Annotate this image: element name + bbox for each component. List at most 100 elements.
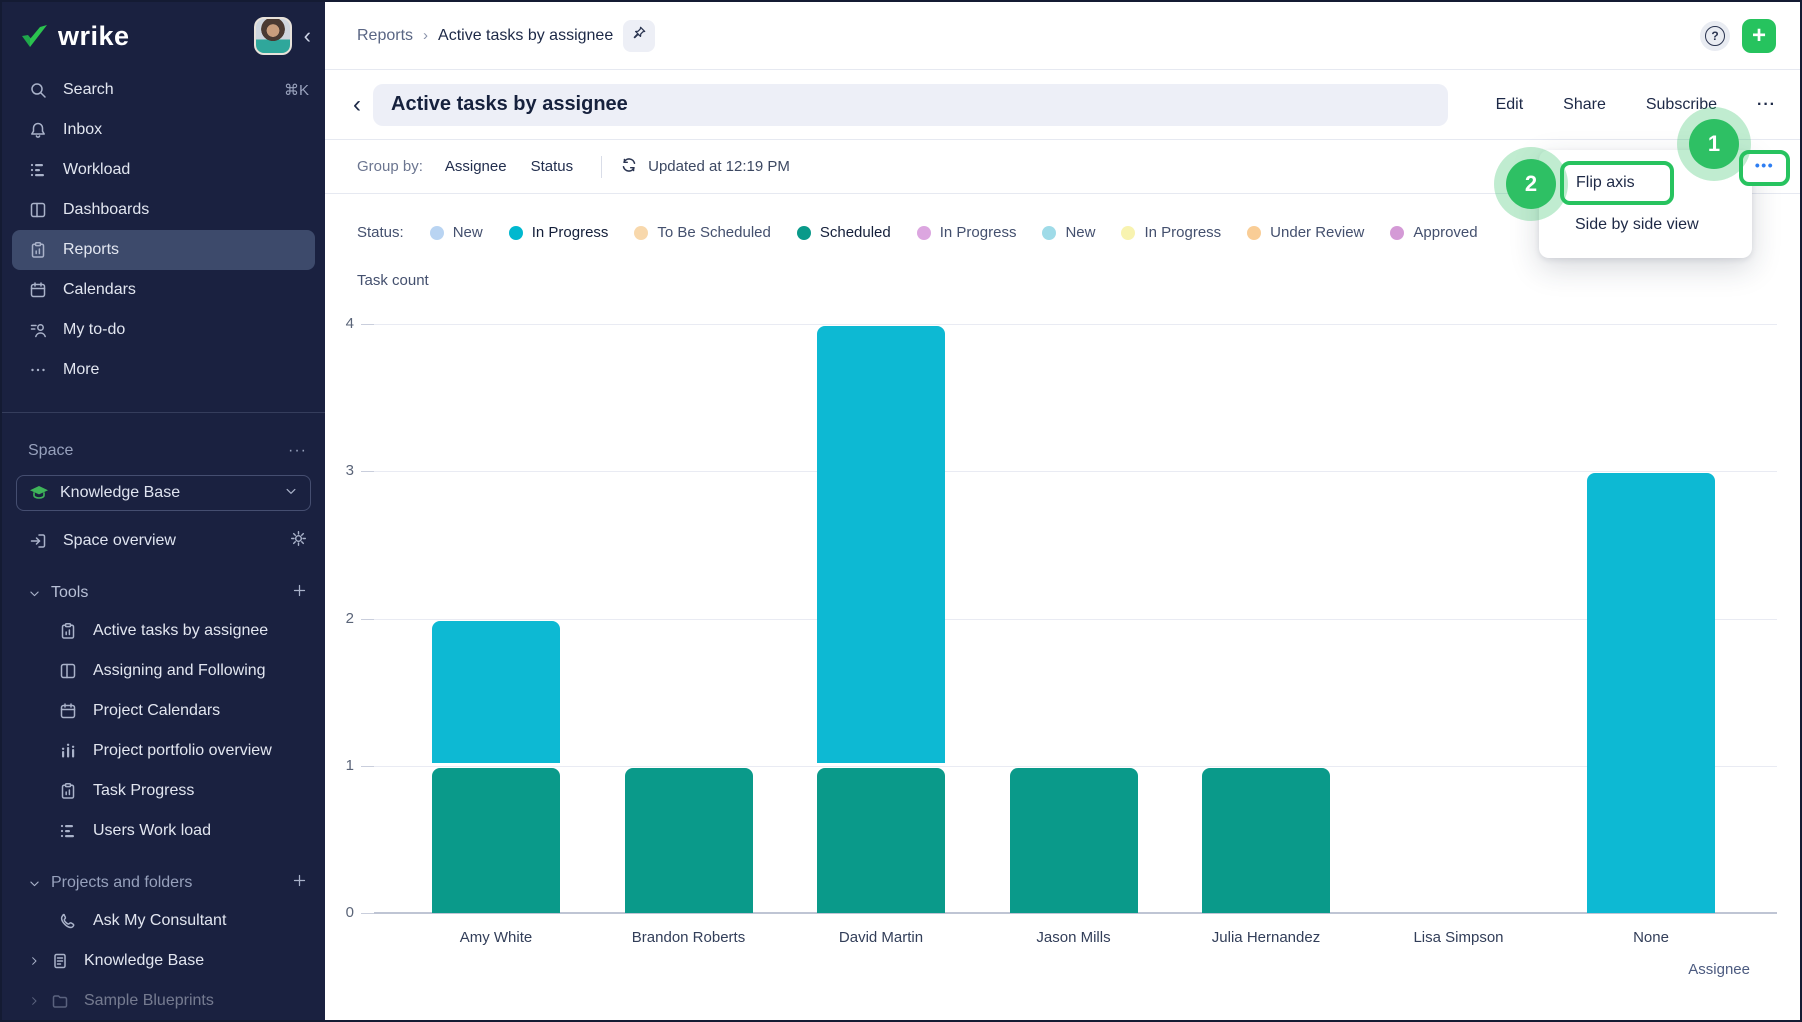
legend-item[interactable]: New	[429, 224, 483, 241]
sidebar-item-inbox[interactable]: Inbox	[2, 110, 325, 150]
sidebar-item-users-work-load[interactable]: Users Work load	[2, 811, 325, 851]
y-tick-label: 4	[345, 315, 354, 332]
group-by-assignee[interactable]: Assignee	[444, 158, 507, 175]
calendar-icon	[58, 702, 78, 720]
sidebar: wrike ‹ Search ⌘K Inbox Workload Dashboa…	[2, 2, 325, 1020]
bar-segment[interactable]	[1587, 473, 1715, 913]
bar-segment[interactable]	[817, 767, 945, 913]
legend-dot	[634, 225, 649, 240]
portfolio-chart-icon	[58, 742, 78, 760]
legend-item[interactable]: Approved	[1390, 224, 1478, 241]
projects-section-header[interactable]: Projects and folders	[2, 865, 325, 901]
sidebar-item-active-tasks-by-assignee[interactable]: Active tasks by assignee	[2, 611, 325, 651]
bar-segment[interactable]	[1009, 767, 1138, 913]
create-new-button[interactable]: +	[1742, 18, 1776, 53]
legend-dot	[1390, 225, 1405, 240]
legend-item[interactable]: New	[1042, 224, 1095, 241]
add-tool-icon[interactable]	[292, 583, 307, 603]
chevron-down-icon	[284, 484, 298, 503]
report-actions: Edit Share Subscribe ···	[1496, 96, 1776, 114]
legend-item[interactable]: Scheduled	[796, 224, 891, 241]
more-dots-icon: •••	[1754, 157, 1775, 173]
gridline	[374, 324, 1777, 325]
tools-section-header[interactable]: Tools	[2, 575, 325, 611]
sidebar-item-search[interactable]: Search ⌘K	[2, 70, 325, 110]
bar-segment[interactable]	[817, 326, 945, 763]
sidebar-item-knowledge-base-folder[interactable]: Knowledge Base	[2, 941, 325, 981]
status-legend: Status: New In Progress To Be Scheduled Sch…	[357, 224, 1478, 241]
gridline	[374, 471, 1777, 473]
legend-dot	[1121, 225, 1136, 240]
updated-timestamp: Updated at 12:19 PM	[648, 158, 790, 175]
refresh-icon[interactable]	[620, 156, 638, 178]
dashboard-icon	[28, 201, 48, 219]
back-chevron-icon[interactable]: ‹	[353, 90, 361, 118]
legend-items: New In Progress To Be Scheduled Scheduled In…	[429, 224, 1478, 241]
sidebar-item-project-portfolio-overview[interactable]: Project portfolio overview	[2, 731, 325, 771]
sidebar-item-task-progress[interactable]: Task Progress	[2, 771, 325, 811]
question-icon: ?	[1705, 25, 1725, 46]
subscribe-button[interactable]: Subscribe	[1645, 95, 1718, 113]
legend-item-label: To Be Scheduled	[657, 224, 771, 241]
chart-plot-area: 0 1 2 3 4 Amy White Brandon Roberts David Marti…	[346, 315, 1777, 946]
legend-dot	[916, 225, 931, 240]
share-button[interactable]: Share	[1563, 95, 1606, 113]
legend-item[interactable]: In Progress	[508, 224, 608, 241]
sidebar-item-dashboards[interactable]: Dashboards	[2, 190, 325, 230]
breadcrumb-bar: Reports › Active tasks by assignee ? +	[325, 2, 1800, 70]
bar-segment[interactable]	[432, 767, 560, 913]
phone-icon	[58, 912, 78, 930]
sidebar-item-ask-my-consultant[interactable]: Ask My Consultant	[2, 901, 325, 941]
edit-button[interactable]: Edit	[1495, 95, 1524, 113]
pin-button[interactable]	[623, 19, 656, 52]
breadcrumb-separator: ›	[423, 27, 429, 44]
legend-item[interactable]: To Be Scheduled	[634, 224, 771, 241]
search-shortcut: ⌘K	[283, 82, 309, 99]
space-overview-icon	[28, 532, 48, 550]
step-2-badge: 2	[1506, 159, 1556, 209]
report-icon	[58, 782, 78, 800]
workload-icon	[28, 161, 48, 179]
gear-icon[interactable]	[290, 530, 307, 552]
menu-item-side-by-side-view[interactable]: Side by side view	[1575, 216, 1699, 233]
legend-item[interactable]: In Progress	[1121, 224, 1221, 241]
bar-segment[interactable]	[1202, 767, 1330, 913]
menu-item-flip-axis[interactable]: Flip axis	[1560, 161, 1674, 205]
bar-segment[interactable]	[624, 767, 753, 913]
sidebar-item-assigning-and-following[interactable]: Assigning and Following	[2, 651, 325, 691]
title-more-icon[interactable]: ···	[1757, 95, 1776, 113]
sidebar-item-sample-blueprints[interactable]: Sample Blueprints	[2, 981, 325, 1020]
legend-item[interactable]: In Progress	[916, 224, 1017, 241]
x-tick-label: Brandon Roberts	[631, 929, 746, 946]
legend-dot	[429, 225, 444, 240]
sidebar-item-project-calendars[interactable]: Project Calendars	[2, 691, 325, 731]
sidebar-item-workload[interactable]: Workload	[2, 150, 325, 190]
report-title-input[interactable]: Active tasks by assignee	[373, 83, 1448, 126]
group-by-status[interactable]: Status	[530, 158, 574, 175]
legend-item-label: In Progress	[939, 224, 1017, 241]
legend-item[interactable]: Under Review	[1247, 224, 1364, 241]
wrike-logo-text: wrike	[58, 20, 130, 51]
graduation-cap-icon	[29, 484, 49, 502]
sidebar-header: wrike ‹	[2, 2, 325, 70]
space-selector[interactable]: Knowledge Base	[16, 475, 311, 511]
space-more-icon[interactable]: ···	[288, 442, 307, 459]
sidebar-item-reports[interactable]: Reports	[12, 230, 315, 270]
help-button[interactable]: ?	[1700, 20, 1730, 51]
sidebar-item-space-overview[interactable]: Space overview	[2, 519, 325, 563]
user-avatar[interactable]	[253, 17, 292, 55]
chart-more-options-button[interactable]: •••	[1739, 150, 1790, 186]
pin-icon	[631, 25, 647, 46]
sidebar-item-more[interactable]: More	[2, 350, 325, 390]
breadcrumb-reports[interactable]: Reports	[357, 26, 414, 44]
bar-chart: Task count 0 1 2 3 4 Amy White Brandon Roberts…	[346, 270, 1778, 986]
bar-segment[interactable]	[432, 620, 560, 763]
sidebar-item-calendars[interactable]: Calendars	[2, 270, 325, 310]
legend-item-label: Under Review	[1270, 224, 1365, 241]
add-project-icon[interactable]	[292, 873, 307, 893]
wrike-logo-icon	[20, 23, 50, 49]
axis-tick	[361, 765, 374, 767]
collapse-sidebar-icon[interactable]: ‹	[303, 23, 311, 48]
sidebar-item-my-todo[interactable]: My to-do	[2, 310, 325, 350]
